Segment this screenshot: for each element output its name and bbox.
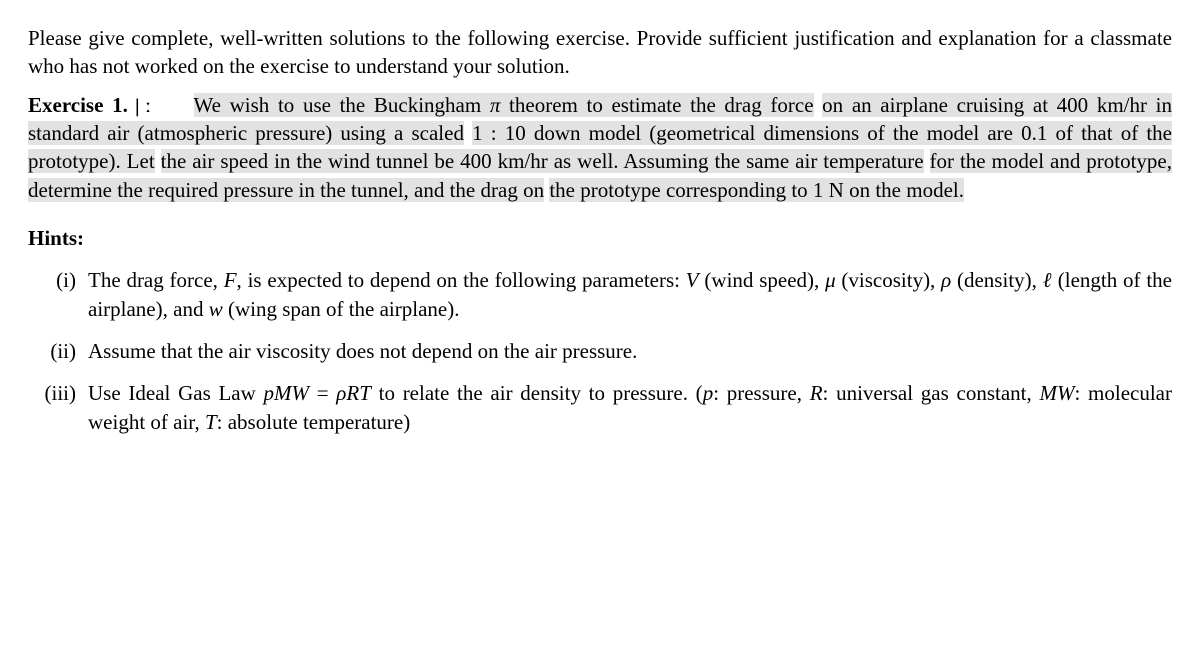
hint-text: The drag force, <box>88 268 224 292</box>
exercise-text: theorem to estimate the drag force <box>500 93 813 117</box>
text-cursor-icon: |ː <box>132 95 154 119</box>
hint-number: (iii) <box>28 379 88 407</box>
var-p: p <box>264 381 275 405</box>
eq-sign: = <box>309 381 336 405</box>
var-F: F <box>224 268 237 292</box>
var-V: V <box>686 268 699 292</box>
intro-paragraph: Please give complete, well-written solut… <box>28 24 1172 81</box>
exercise-text: We wish to use the Buckingham <box>194 93 490 117</box>
hint-item: (i) The drag force, F, is expected to de… <box>28 266 1172 323</box>
hint-body: Assume that the air viscosity does not d… <box>88 337 1172 365</box>
hint-item: (ii) Assume that the air viscosity does … <box>28 337 1172 365</box>
hint-text: (density), <box>951 268 1042 292</box>
var-T: T <box>205 410 217 434</box>
var-rho: ρ <box>336 381 346 405</box>
highlighted-text: We wish to use the Buckingham π theorem … <box>194 93 814 117</box>
pi-symbol: π <box>490 93 501 117</box>
highlighted-text: the prototype corresponding to 1 N on th… <box>549 178 964 202</box>
var-MW: MW <box>1039 381 1074 405</box>
exercise-paragraph: Exercise 1.|ː We wish to use the Buckingh… <box>28 91 1172 204</box>
hint-text: , is expected to depend on the following… <box>237 268 686 292</box>
exercise-label: Exercise 1. <box>28 93 128 117</box>
hint-text: : absolute temperature) <box>217 410 411 434</box>
hint-text: to relate the air density to pressure. ( <box>371 381 703 405</box>
hint-body: The drag force, F, is expected to depend… <box>88 266 1172 323</box>
hint-number: (i) <box>28 266 88 294</box>
var-RT: RT <box>346 381 371 405</box>
var-p: p <box>703 381 714 405</box>
highlighted-text: the air speed in the wind tunnel be 400 … <box>161 149 924 173</box>
hint-text: : universal gas constant, <box>823 381 1040 405</box>
hint-body: Use Ideal Gas Law pMW = ρRT to relate th… <box>88 379 1172 436</box>
hint-text: (wind speed), <box>699 268 825 292</box>
var-rho: ρ <box>941 268 951 292</box>
var-mu: μ <box>825 268 836 292</box>
var-R: R <box>810 381 823 405</box>
hint-number: (ii) <box>28 337 88 365</box>
var-w: w <box>209 297 223 321</box>
hint-item: (iii) Use Ideal Gas Law pMW = ρRT to rel… <box>28 379 1172 436</box>
hint-text: Use Ideal Gas Law <box>88 381 264 405</box>
hints-title: Hints: <box>28 224 1172 252</box>
hint-text: (viscosity), <box>836 268 942 292</box>
var-ell: ℓ <box>1043 268 1052 292</box>
hint-text: : pressure, <box>713 381 810 405</box>
hint-text: (wing span of the airplane). <box>223 297 460 321</box>
var-MW: MW <box>274 381 309 405</box>
hints-list: (i) The drag force, F, is expected to de… <box>28 266 1172 436</box>
